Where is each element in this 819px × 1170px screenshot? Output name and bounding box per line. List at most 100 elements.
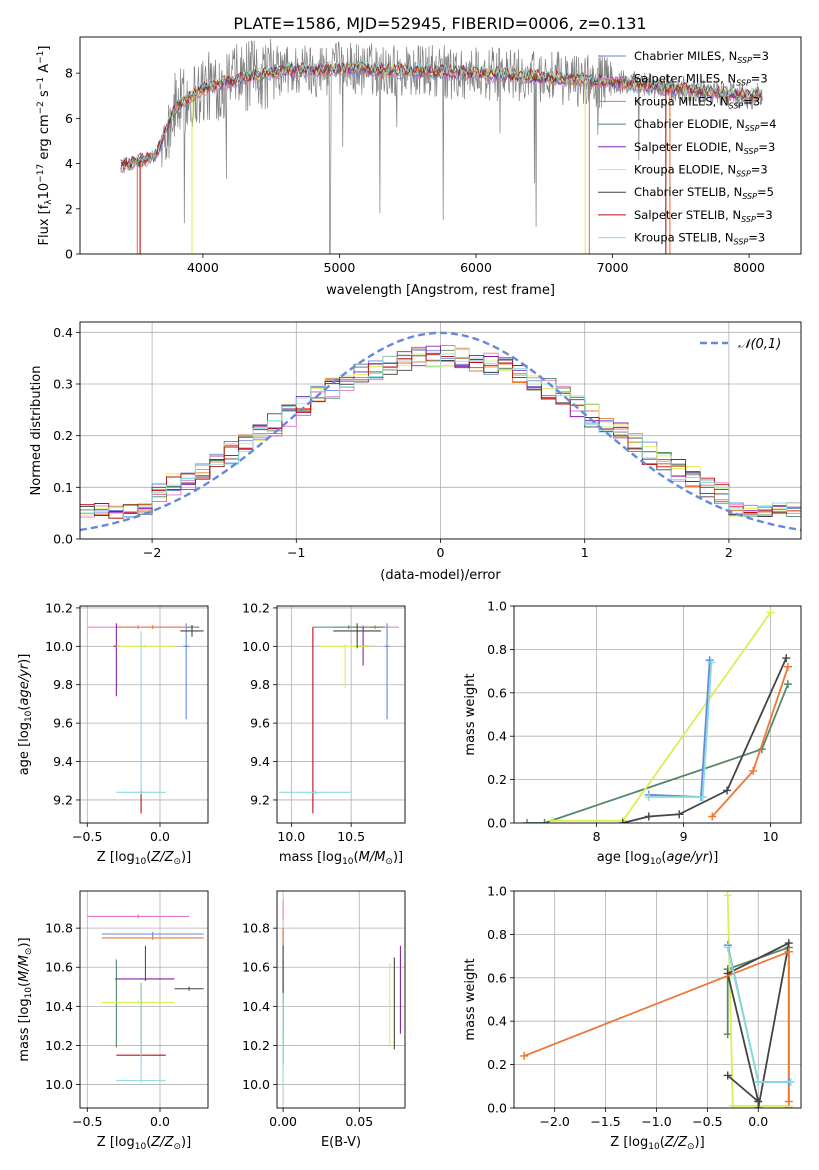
- weight-marker-kroupa_miles: [708, 812, 717, 821]
- y-tick-label: 9.4: [250, 754, 270, 769]
- y-tick-label: 9.8: [250, 677, 270, 692]
- x-tick-label: −0.5: [692, 1114, 722, 1129]
- y-tick-label: 6: [65, 111, 73, 126]
- plot-area-spectrum: [120, 38, 764, 254]
- panel-spectrum: 4000 5000 6000 7000 8000 0 2 4 6 8 wavelength [Ang…: [36, 36, 802, 298]
- gaussian-curve: [80, 331, 801, 532]
- weight-marker-kroupa_stelib: [698, 792, 707, 801]
- plot-area-age_vs_Z: [80, 606, 208, 823]
- legend-label: Chabrier ELODIE, NSSP=4: [634, 117, 776, 133]
- weight-marker-kroupa_miles: [749, 766, 758, 775]
- weight-marker-chabrier_stelib: [754, 1104, 763, 1108]
- weight-marker-chabrier_stelib: [723, 786, 732, 795]
- weight-marker-kroupa_elodie: [766, 608, 775, 617]
- y-tick-label: 0: [65, 247, 73, 262]
- x-axis-label: Z [log10(Z/Z⊙)]: [97, 850, 191, 867]
- axes-frame: [79, 321, 802, 540]
- weight-marker-kroupa_miles: [783, 662, 792, 671]
- y-tick-label: 9.4: [53, 754, 73, 769]
- weight-marker-chabrier_elodie: [523, 819, 532, 823]
- legend-label: Salpeter ELODIE, NSSP=3: [634, 140, 775, 156]
- y-tick-label: 0.2: [487, 772, 507, 787]
- histogram-kroupa_stelib: [80, 353, 801, 518]
- x-tick-label: 10.0: [277, 829, 305, 844]
- plot-area-weight_vs_age: [514, 606, 801, 823]
- y-tick-label: 10.4: [242, 999, 270, 1014]
- plot-area-mass_vs_ebv: [277, 891, 405, 1108]
- y-tick-label: 0.4: [487, 1014, 507, 1029]
- x-tick-label: −1.0: [641, 1114, 671, 1129]
- x-tick-label: 0.0: [150, 829, 170, 844]
- weight-marker-chabrier_stelib: [723, 1071, 732, 1080]
- y-axis-label: mass [log10(M/M⊙)]: [17, 937, 34, 1061]
- x-tick-label: 8000: [733, 260, 765, 275]
- y-tick-label: 0.4: [487, 729, 507, 744]
- y-tick-label: 10.8: [45, 921, 73, 936]
- weight-marker-kroupa_elodie: [728, 1101, 737, 1108]
- panel-age_vs_mass: 10.0 10.5 9.2 9.4 9.6 9.8 10.0 10.2 mass [log10(…: [242, 600, 406, 867]
- legend-label: Salpeter STELIB, NSSP=3: [634, 208, 773, 224]
- x-tick-label: −2.0: [540, 1114, 570, 1129]
- weight-line-kroupa_elodie: [726, 895, 789, 1107]
- x-tick-label: 10: [763, 829, 779, 844]
- weight-marker-kroupa_miles: [784, 947, 793, 956]
- weight-marker-kroupa_stelib: [786, 1077, 795, 1086]
- panel-mass_vs_Z: −0.5 0.0 10.0 10.2 10.4 10.6 10.8 Z [log10(Z/Z⊙…: [17, 890, 209, 1152]
- x-axis-label: mass [log10(M/M⊙)]: [279, 850, 403, 867]
- axes-frame: [79, 605, 209, 824]
- weight-marker-chabrier_elodie: [783, 680, 792, 689]
- y-tick-label: 0.0: [487, 816, 507, 831]
- axes-frame: [513, 605, 802, 824]
- plot-area-weight_vs_Z: [514, 891, 801, 1108]
- weight-marker-kroupa_elodie: [723, 891, 732, 900]
- x-tick-label: 9: [680, 829, 688, 844]
- panel-weight_vs_age: 8 9 10 0.0 0.2 0.4 0.6 0.8 1.0 age [log10(age/yr)…: [463, 599, 802, 867]
- y-axis-label: mass weight: [463, 958, 478, 1040]
- weight-marker-kroupa_elodie: [549, 816, 558, 823]
- x-tick-label: 10.5: [337, 829, 365, 844]
- model-kroupa_stelib: [120, 59, 763, 166]
- x-tick-label: −1.5: [590, 1114, 620, 1129]
- y-axis-label: age [log10(age/yr)]: [17, 654, 34, 776]
- y-tick-label: 10.8: [242, 921, 270, 936]
- y-tick-label: 9.2: [53, 792, 73, 807]
- legend-label: Kroupa STELIB, NSSP=3: [634, 231, 765, 247]
- x-tick-label: −0.5: [72, 829, 102, 844]
- y-tick-label: 10.4: [45, 999, 73, 1014]
- y-tick-label: 9.6: [53, 716, 73, 731]
- y-tick-label: 10.0: [45, 639, 73, 654]
- y-tick-label: 10.2: [242, 1038, 270, 1053]
- y-tick-label: 8: [65, 66, 73, 81]
- axes-frame: [276, 890, 406, 1109]
- x-tick-label: 8: [593, 829, 601, 844]
- x-tick-label: −2: [143, 545, 161, 560]
- x-axis-label: (data-model)/error: [380, 568, 501, 583]
- weight-line-kroupa_miles: [711, 666, 789, 818]
- legend-label: Kroupa ELODIE, NSSP=3: [634, 163, 768, 179]
- weight-marker-kroupa_stelib: [707, 658, 716, 667]
- x-axis-label: Z [log10(Z/Z⊙)]: [610, 1135, 704, 1152]
- x-tick-label: 0.0: [150, 1114, 170, 1129]
- y-tick-label: 0.6: [487, 685, 507, 700]
- x-axis-label: E(B-V): [321, 1135, 361, 1150]
- y-tick-label: 1.0: [487, 884, 507, 899]
- y-tick-label: 0.6: [487, 970, 507, 985]
- x-tick-label: 0.05: [345, 1114, 373, 1129]
- panel-residuals: −2 −1 0 1 2 0.0 0.1 0.2 0.3 0.4 (data-model)/error…: [29, 321, 802, 583]
- weight-line-kroupa_elodie: [553, 611, 772, 822]
- weight-marker-kroupa_miles: [520, 1051, 529, 1060]
- x-tick-label: −0.5: [72, 1114, 102, 1129]
- legend-label: Salpeter MILES, NSSP=3: [634, 72, 768, 88]
- x-tick-label: −1: [287, 545, 305, 560]
- y-tick-label: 0.0: [487, 1101, 507, 1116]
- weight-marker-chabrier_stelib: [675, 810, 684, 819]
- x-axis-label: wavelength [Angstrom, rest frame]: [326, 283, 555, 298]
- y-tick-label: 1.0: [487, 599, 507, 614]
- axes-frame: [79, 890, 209, 1109]
- figure-title: PLATE=1586, MJD=52945, FIBERID=0006, z=0…: [233, 14, 646, 33]
- y-tick-label: 10.6: [242, 960, 270, 975]
- axes-frame: [79, 36, 802, 255]
- model-salpeter_stelib: [120, 61, 763, 166]
- weight-marker-chabrier_stelib: [644, 812, 653, 821]
